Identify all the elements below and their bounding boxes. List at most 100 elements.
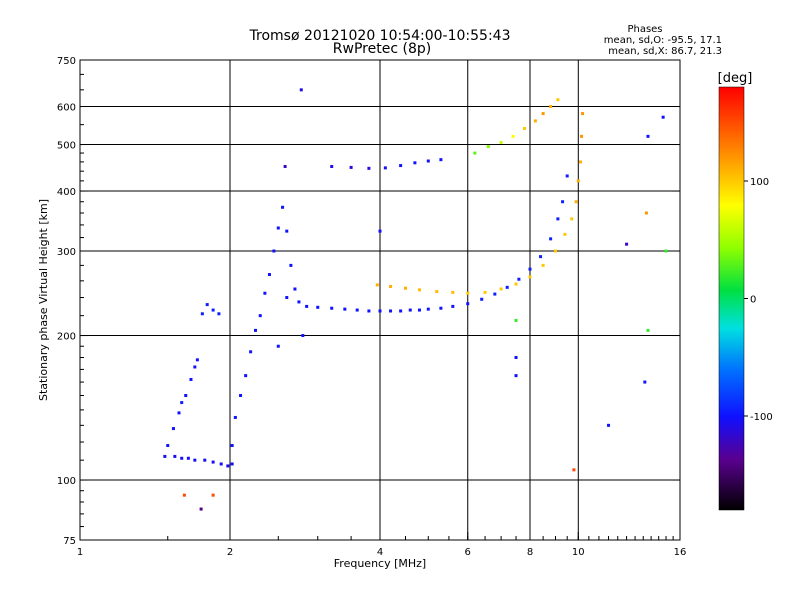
colorbar-ticks: 100 0 -100 [744,177,773,423]
data-point [493,292,497,296]
data-point [184,394,188,398]
data-point [219,462,223,466]
data-point [466,302,470,306]
x-tick-label: 2 [227,547,233,558]
data-point [565,174,569,178]
data-point [541,263,545,267]
data-point [230,444,234,448]
data-point [403,286,407,290]
data-point [570,217,574,221]
data-point [203,458,207,462]
data-point [413,161,417,165]
data-point [343,307,347,311]
data-point [330,164,334,168]
x-tick-label: 16 [674,547,687,558]
data-point [200,312,204,316]
data-point [389,285,393,289]
data-point [283,164,287,168]
data-point [576,179,580,183]
stats-line-x: mean, sd,X: 86.7, 21.3 [608,46,722,57]
data-point [514,318,518,322]
data-point [435,290,439,294]
data-point [399,164,403,168]
data-point [355,308,359,312]
data-point [258,314,262,318]
data-point [249,350,253,354]
y-tick-label: 400 [57,187,76,198]
data-point [439,306,443,310]
y-tick-label: 200 [57,332,76,343]
data-point [499,140,503,144]
data-point [305,304,309,308]
data-point [480,297,484,301]
data-point [646,328,650,332]
data-point [578,160,582,164]
data-point [367,166,371,170]
data-point [528,267,532,271]
data-point [417,308,421,312]
data-point [180,456,184,460]
data-point [511,134,515,138]
data-point [293,287,297,291]
data-point [316,305,320,309]
data-point [439,158,443,162]
data-point [574,200,578,204]
data-point [349,165,353,169]
data-point [643,380,647,384]
data-point [563,232,567,236]
data-point [378,309,382,313]
data-point [195,358,199,362]
data-point [299,88,303,92]
data-point [514,374,518,378]
data-point [523,126,527,130]
data-point [625,242,629,246]
data-point [211,308,215,312]
data-point [646,134,650,138]
data-point [205,303,209,307]
y-tick-label: 300 [57,247,76,258]
data-point [263,291,267,295]
x-tick-label: 1 [77,547,83,558]
data-point [426,307,430,311]
data-point [664,249,668,253]
data-point [417,288,421,292]
data-point [233,415,237,419]
data-point [533,119,537,123]
x-tick-label: 6 [465,547,471,558]
data-point [661,115,665,119]
colorbar-label: [deg] [718,71,753,86]
y-axis-label: Stationary phase Virtual Height [km] [37,199,50,401]
y-tick-label: 750 [57,56,76,67]
stats-line-o: mean, sd,O: -95.5, 17.1 [604,35,722,46]
data-point [186,456,190,460]
data-point [182,493,186,497]
data-point [211,493,215,497]
data-point [375,283,379,287]
data-points [163,88,668,511]
data-point [499,287,503,291]
data-point [289,263,293,267]
data-point [239,394,243,398]
data-point [217,312,221,316]
data-point [408,308,412,312]
data-point [378,229,382,233]
data-point [173,454,177,458]
chart-title: Tromsø 20121020 10:54:00-10:55:43 [249,28,511,44]
data-point [553,249,557,253]
data-point [272,249,276,253]
data-point [556,217,560,221]
data-point [230,462,234,466]
data-point [199,507,203,511]
data-point [514,355,518,359]
stats-heading: Phases [627,24,662,35]
data-point [580,134,584,138]
data-point [561,200,565,204]
y-tick-label: 100 [57,476,76,487]
y-tick-label: 500 [57,141,76,152]
axis-ticks: 1 2 4 6 8 10 16 75 100 200 300 400 500 600 750 [57,56,686,558]
data-point [541,112,545,116]
x-tick-label: 10 [572,547,585,558]
colorbar-tick-label: 100 [750,177,769,188]
data-point [166,444,170,448]
data-point [556,98,560,102]
